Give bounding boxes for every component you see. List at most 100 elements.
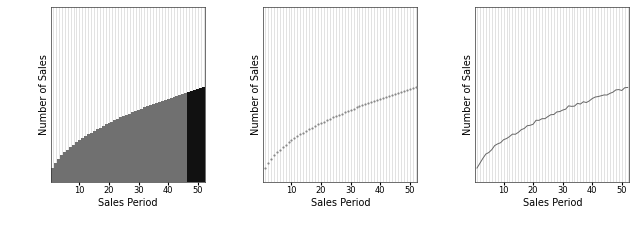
X-axis label: Sales Period: Sales Period [98,197,158,207]
Bar [101,126,105,182]
Point [375,97,385,101]
Bar [202,87,205,182]
Point [343,109,353,113]
Point [369,99,379,103]
Y-axis label: Number of Sales: Number of Sales [250,54,261,135]
Bar [57,159,60,182]
Point [304,127,315,131]
Bar [78,140,81,182]
Bar [128,114,131,182]
Point [410,85,421,89]
Point [402,88,412,92]
Point [310,124,320,128]
Point [404,87,415,91]
Bar [90,133,92,182]
Point [275,148,285,151]
Y-axis label: Number of Sales: Number of Sales [463,54,473,135]
Point [381,95,391,99]
Bar [84,136,87,182]
Bar [99,128,101,182]
Point [399,89,409,93]
X-axis label: Sales Period: Sales Period [523,197,582,207]
Bar [119,117,122,182]
Bar [60,155,63,182]
Bar [107,123,110,182]
Point [387,93,397,96]
Point [393,91,403,95]
Bar [178,95,182,182]
Point [363,101,374,105]
Point [327,116,338,119]
Point [325,117,335,121]
Bar [146,106,149,182]
Bar [182,94,184,182]
Point [331,114,341,118]
Point [268,154,279,157]
Bar [122,116,125,182]
Point [313,123,323,126]
Point [345,108,356,112]
Point [272,151,282,154]
Bar [187,92,190,182]
Bar [114,120,116,182]
Bar [125,115,128,182]
Bar [158,102,160,182]
Point [322,118,332,122]
Bar [164,100,167,182]
Point [286,138,297,142]
Point [277,145,288,149]
Bar [184,93,187,182]
Point [260,167,270,170]
Point [349,107,359,111]
Bar [87,134,90,182]
Bar [152,104,155,182]
Point [390,92,400,96]
Point [354,104,365,108]
Bar [196,89,199,182]
X-axis label: Sales Period: Sales Period [311,197,370,207]
Point [283,141,293,144]
Point [384,94,394,98]
Bar [169,98,173,182]
Bar [199,88,202,182]
Bar [143,107,146,182]
Bar [63,152,66,182]
Bar [66,150,69,182]
Bar [110,121,114,182]
Bar [69,147,72,182]
Point [301,129,311,133]
Bar [160,101,164,182]
Bar [96,129,99,182]
Bar [105,124,107,182]
Point [340,111,350,114]
Bar [173,97,175,182]
Bar [72,145,75,182]
Bar [167,99,169,182]
Point [292,134,302,138]
Point [358,103,368,107]
Point [319,120,329,123]
Point [290,136,300,140]
Bar [81,138,84,182]
Bar [134,111,137,182]
Point [298,131,308,134]
Bar [193,90,196,182]
Point [295,133,306,136]
Point [360,102,370,106]
Point [378,96,388,99]
Point [266,157,276,161]
Point [307,126,317,129]
Y-axis label: Number of Sales: Number of Sales [39,54,49,135]
Point [263,161,273,165]
Point [336,112,347,115]
Point [408,86,418,90]
Bar [140,109,143,182]
Bar [55,163,57,182]
Bar [155,103,158,182]
Bar [131,112,134,182]
Point [395,90,406,94]
Bar [51,168,55,182]
Point [366,100,376,104]
Point [281,143,291,146]
Bar [116,119,119,182]
